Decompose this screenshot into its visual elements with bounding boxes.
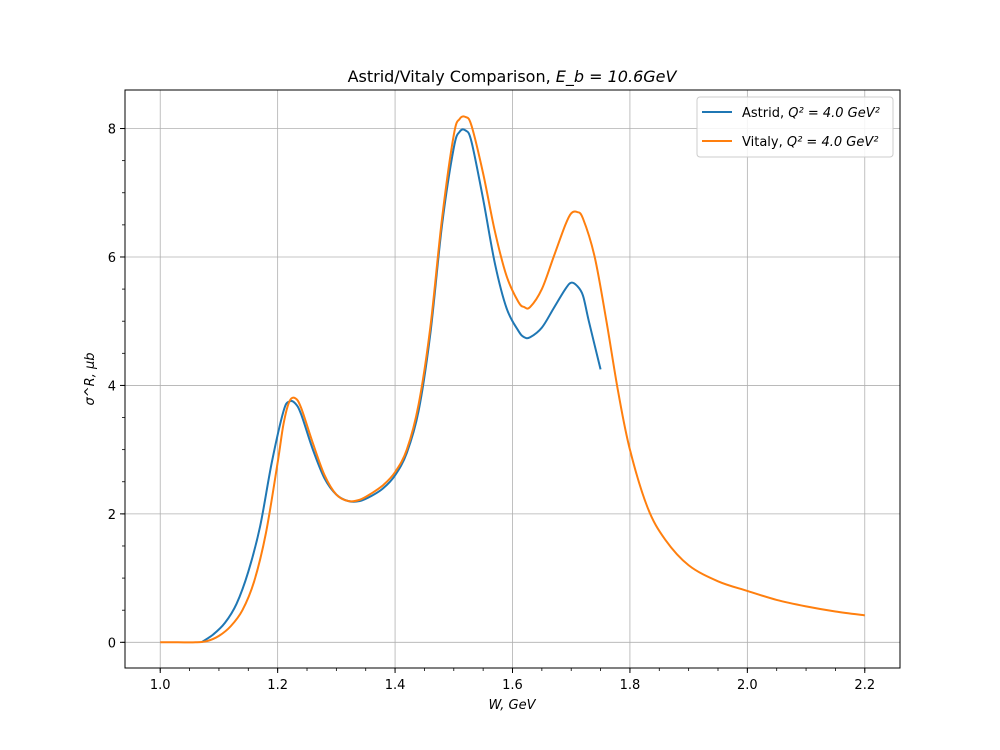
y-axis-label: σ^R, μb — [83, 353, 98, 406]
grid — [125, 90, 900, 668]
legend-label-vitaly-math: Q² = 4.0 GeV² — [787, 135, 879, 150]
chart-title-math: E_b = 10.6GeV — [556, 67, 678, 87]
x-tick-label: 1.4 — [385, 678, 406, 693]
x-tick-label: 1.2 — [267, 678, 288, 693]
series-line-vitaly — [160, 115, 865, 644]
y-tick-label: 4 — [108, 379, 116, 394]
y-tick-label: 6 — [108, 251, 116, 266]
legend-label-vitaly: Vitaly, Q² = 4.0 GeV² — [742, 135, 878, 150]
series-line-astrid — [200, 128, 602, 644]
chart-title-prefix: Astrid/Vitaly Comparison, — [348, 67, 556, 86]
x-tick-label: 2.2 — [854, 678, 875, 693]
y-tick-label: 2 — [108, 508, 116, 523]
legend-label-astrid-math: Q² = 4.0 GeV² — [788, 106, 880, 121]
x-axis-label: W, GeV — [488, 698, 536, 713]
y-tick-label: 8 — [108, 123, 116, 138]
legend-label-astrid: Astrid, Q² = 4.0 GeV² — [742, 106, 880, 121]
legend-box — [696, 96, 894, 158]
legend: Astrid, Q² = 4.0 GeV² Vitaly, Q² = 4.0 G… — [696, 96, 894, 158]
chart-title: Astrid/Vitaly Comparison, E_b = 10.6GeV — [348, 67, 678, 87]
legend-label-astrid-prefix: Astrid, — [742, 106, 788, 121]
series-layer — [160, 115, 865, 644]
x-tick-label: 1.8 — [620, 678, 641, 693]
legend-label-vitaly-prefix: Vitaly, — [742, 135, 787, 150]
x-tick-label: 2.0 — [737, 678, 758, 693]
ticks: 1.0 1.2 1.4 1.6 1.8 2.0 2.2 0 2 4 6 8 — [108, 123, 875, 693]
y-tick-label: 0 — [108, 636, 116, 651]
x-tick-label: 1.0 — [150, 678, 171, 693]
x-tick-label: 1.6 — [502, 678, 523, 693]
